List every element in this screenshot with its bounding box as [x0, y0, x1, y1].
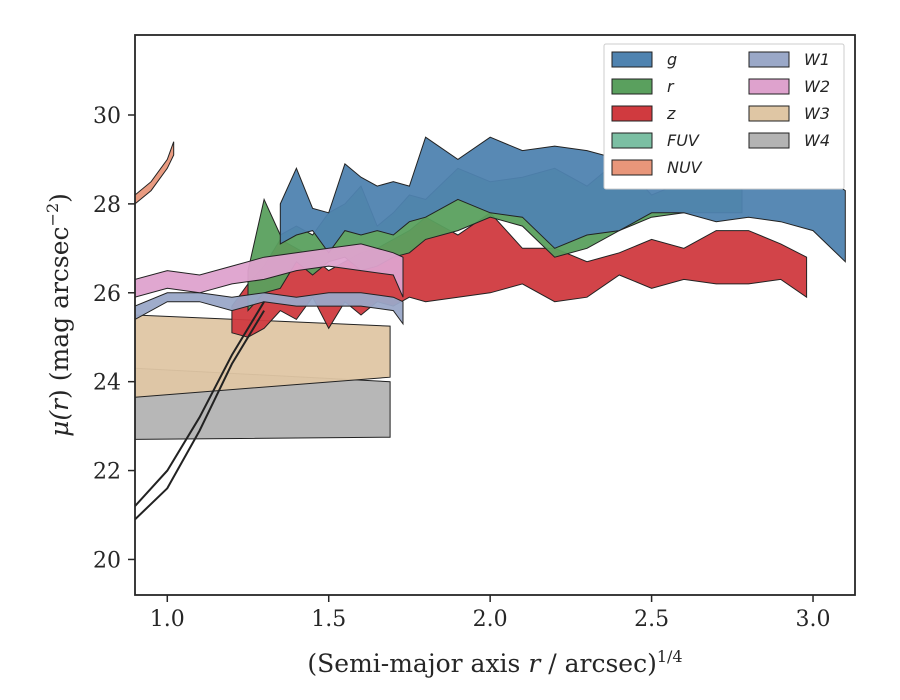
- x-axis-ticks: 1.0 1.5 2.0 2.5 3.0: [150, 595, 831, 632]
- legend-swatch-nuv: [611, 159, 653, 176]
- legend-swatch-z: [611, 105, 653, 122]
- model-line-2: [135, 301, 265, 507]
- y-tick-label: 20: [93, 548, 121, 573]
- legend-swatch-g: [611, 51, 653, 68]
- legend-swatch-w1: [748, 51, 790, 68]
- x-tick-label: 3.0: [796, 607, 831, 632]
- x-tick-label: 1.5: [311, 607, 346, 632]
- legend-swatch-fuv: [611, 132, 653, 149]
- model-line-1: [135, 310, 265, 521]
- band-w1: [135, 292, 404, 326]
- y-tick-label: 30: [93, 104, 121, 129]
- legend-swatch-w2: [748, 78, 790, 95]
- y-tick-label: 22: [93, 460, 121, 485]
- x-axis-label: (Semi-major axis r / arcsec)1/4: [307, 647, 682, 678]
- band-w3: [135, 314, 391, 398]
- y-axis-label: μ(r) (mag arcsec−2): [43, 193, 74, 437]
- y-tick-label: 26: [93, 282, 121, 307]
- x-tick-label: 1.0: [150, 607, 185, 632]
- legend: grz FUV NUV W1 W2 W3 W4: [603, 43, 845, 190]
- x-tick-label: 2.0: [473, 607, 508, 632]
- legend-label-w2: W2: [804, 77, 830, 96]
- band-nuv: [135, 141, 175, 205]
- legend-label-w4: W4: [804, 131, 830, 150]
- legend-swatch-r: [611, 78, 653, 95]
- band-w2: [135, 243, 404, 298]
- model-lines: [135, 301, 265, 521]
- legend-label-fuv: FUV: [667, 131, 700, 150]
- legend-label-z: z: [666, 104, 676, 123]
- legend-label-w1: W1: [804, 50, 830, 69]
- legend-swatch-w4: [748, 132, 790, 149]
- legend-label-w3: W3: [804, 104, 830, 123]
- y-tick-label: 24: [93, 371, 121, 396]
- legend-swatch-w3: [748, 105, 790, 122]
- y-axis-ticks: 20 22 24 26 28 30: [93, 104, 135, 573]
- plot-frame: [134, 34, 856, 596]
- legend-label-g: g: [667, 50, 677, 69]
- y-tick-label: 28: [93, 193, 121, 218]
- legend-label-r: r: [667, 77, 675, 96]
- legend-label-nuv: NUV: [667, 158, 703, 177]
- x-tick-label: 2.5: [634, 607, 669, 632]
